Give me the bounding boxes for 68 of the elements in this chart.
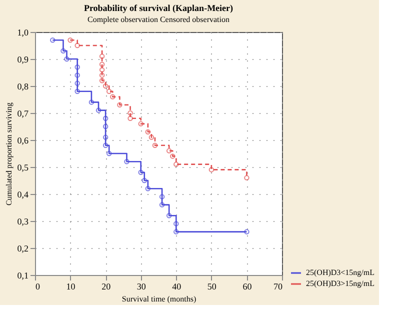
point (159, 202, 165, 208)
point (74, 80, 80, 86)
point (174, 221, 179, 226)
point (124, 158, 130, 164)
y-tick-label: 0,1 (17, 270, 28, 280)
x-tick-label: 70 (274, 282, 283, 292)
y-tick-label: 0,5 (17, 162, 29, 172)
y-tick-label: 1,0 (17, 28, 29, 38)
point (138, 121, 144, 126)
point (142, 178, 148, 184)
legend-label: 25(OH)D3>15ng/mL (306, 279, 375, 288)
point (102, 116, 108, 122)
point (96, 108, 102, 113)
point (208, 167, 214, 172)
point (128, 110, 133, 116)
point (170, 154, 176, 159)
y-tick-label: 0,8 (17, 82, 29, 92)
point (68, 37, 73, 43)
point (110, 94, 116, 100)
point (244, 175, 250, 180)
point (166, 212, 172, 218)
point (74, 42, 80, 48)
x-tick-label: 10 (66, 282, 76, 292)
y-axis-title: Cumulated proportion surviving (4, 102, 14, 206)
chart-subtitle: Complete observation Censored observation (88, 15, 230, 24)
point (117, 102, 122, 108)
point (99, 72, 105, 78)
y-tick-label: 0,2 (17, 244, 28, 254)
point (102, 124, 108, 130)
point (102, 134, 108, 140)
point (148, 134, 154, 140)
point (102, 142, 108, 148)
point (128, 116, 133, 122)
point (106, 88, 112, 94)
y-tick-label: 0,9 (17, 54, 29, 64)
x-axis-title: Survival time (months) (122, 294, 196, 304)
chart-title: Probability of survival (Kaplan-Meier) (84, 3, 234, 13)
x-tick-label: 20 (102, 282, 112, 292)
x-tick-label: 0 (36, 282, 40, 292)
y-tick-label: 0,3 (17, 216, 29, 226)
x-tick-label: 50 (207, 282, 217, 292)
point (159, 194, 165, 200)
point (64, 56, 70, 62)
point (74, 72, 80, 78)
x-tick-label: 30 (136, 282, 146, 292)
point (102, 83, 108, 89)
x-tick-label: 40 (172, 282, 182, 292)
x-tick-label: 60 (242, 282, 252, 292)
legend-label: 25(OH)D3<15ng/mL (306, 268, 375, 277)
y-tick-label: 0,7 (17, 108, 29, 118)
point (106, 150, 112, 156)
point (145, 129, 151, 135)
point (152, 142, 158, 148)
point (99, 54, 105, 59)
point (138, 170, 144, 176)
point (99, 62, 105, 68)
point (174, 162, 179, 167)
point (166, 148, 172, 154)
point (145, 186, 151, 192)
point (174, 229, 179, 234)
point (99, 78, 105, 84)
point (60, 48, 66, 54)
y-tick-label: 0,6 (17, 136, 29, 146)
point (99, 67, 105, 72)
point (74, 88, 80, 94)
point (88, 100, 94, 105)
y-tick-label: 0,4 (17, 190, 29, 200)
point (74, 64, 80, 70)
